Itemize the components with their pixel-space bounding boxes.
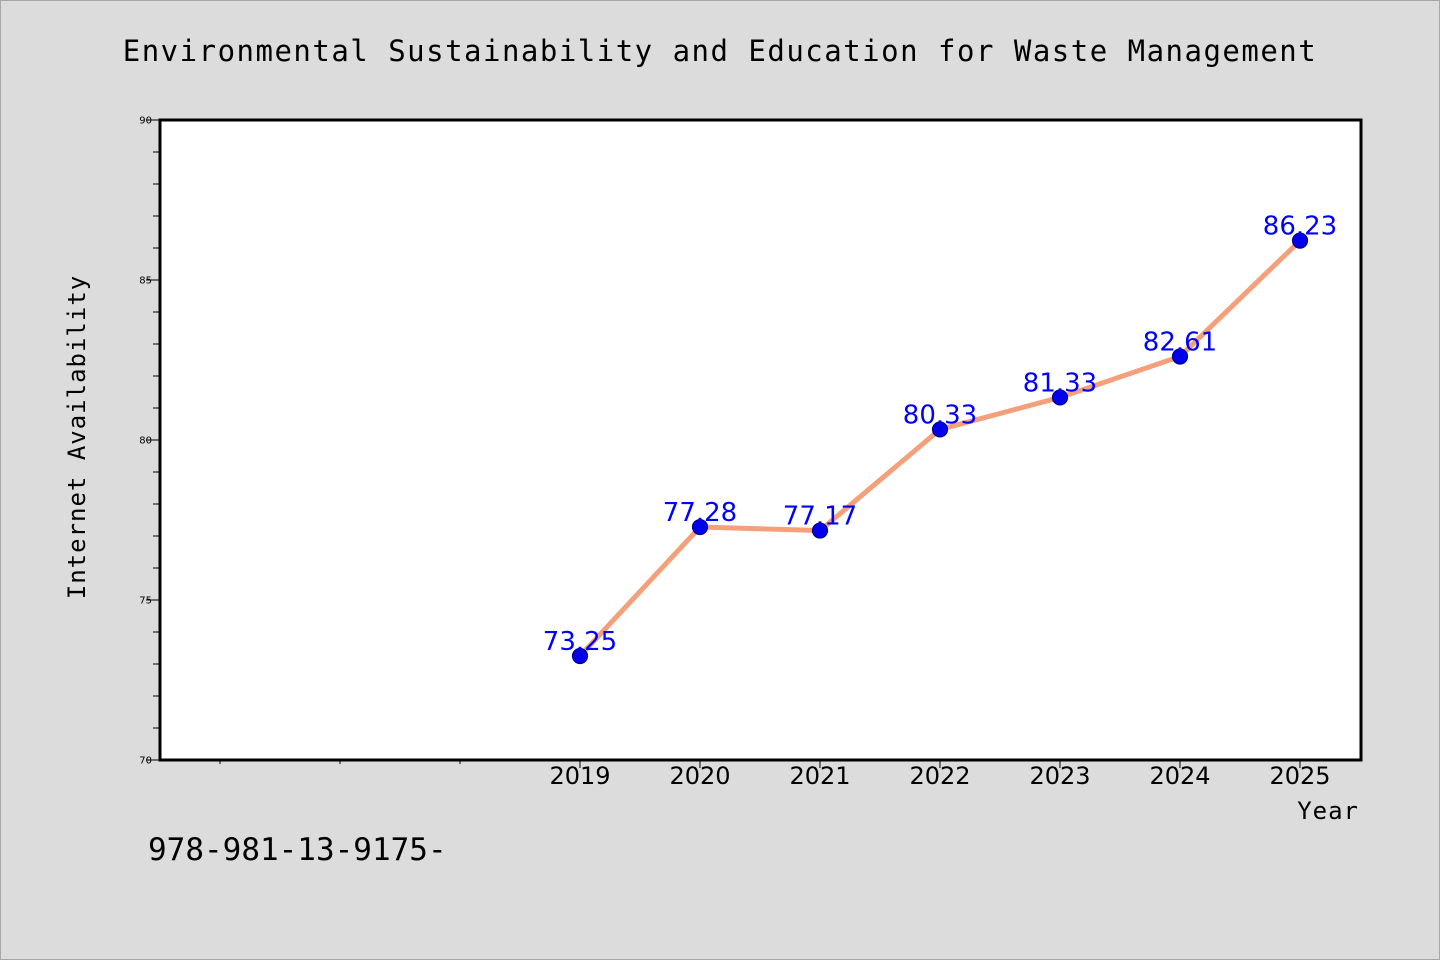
x-tick-label: 2025 <box>1269 762 1330 790</box>
isbn-text: 978-981-13-9175- <box>148 832 447 868</box>
y-tick-label: 70 <box>139 756 152 767</box>
data-label: 86.23 <box>1263 212 1337 242</box>
y-axis-title: Internet Availability <box>63 275 91 599</box>
plot-area <box>158 118 1363 762</box>
data-point <box>691 518 709 536</box>
x-axis: 2019 2020 2021 2022 2023 2024 2025 <box>219 760 1331 790</box>
data-point <box>931 421 949 438</box>
data-label: 77.28 <box>663 498 737 528</box>
y-tick-label: 75 <box>139 596 152 607</box>
x-tick-label: 2021 <box>789 762 850 790</box>
data-label: 82.61 <box>1143 327 1217 357</box>
data-label: 73.25 <box>543 627 617 657</box>
data-point <box>811 522 829 539</box>
data-point <box>1051 389 1069 406</box>
data-point <box>1171 348 1189 365</box>
y-axis: 70 75 80 85 90 <box>139 116 160 767</box>
data-label: 81.33 <box>1023 368 1097 398</box>
y-tick-label: 90 <box>139 116 152 127</box>
x-tick-label: 2022 <box>909 762 970 790</box>
x-tick-label: 2024 <box>1149 762 1210 790</box>
y-tick-label: 85 <box>139 276 152 287</box>
data-point <box>571 647 589 665</box>
y-tick-label: 80 <box>139 436 152 447</box>
x-tick-label: 2023 <box>1029 762 1090 790</box>
series: 73.25 77.28 77.17 80.33 81.33 82.61 86.23 <box>543 212 1337 665</box>
data-point <box>1291 232 1309 249</box>
chart-title: Environmental Sustainability and Educati… <box>122 34 1318 68</box>
x-axis-title: Year <box>1297 797 1359 825</box>
x-tick-label: 2019 <box>549 762 610 790</box>
data-label: 77.17 <box>783 502 857 532</box>
x-tick-label: 2020 <box>669 762 730 790</box>
data-label: 80.33 <box>903 400 977 430</box>
